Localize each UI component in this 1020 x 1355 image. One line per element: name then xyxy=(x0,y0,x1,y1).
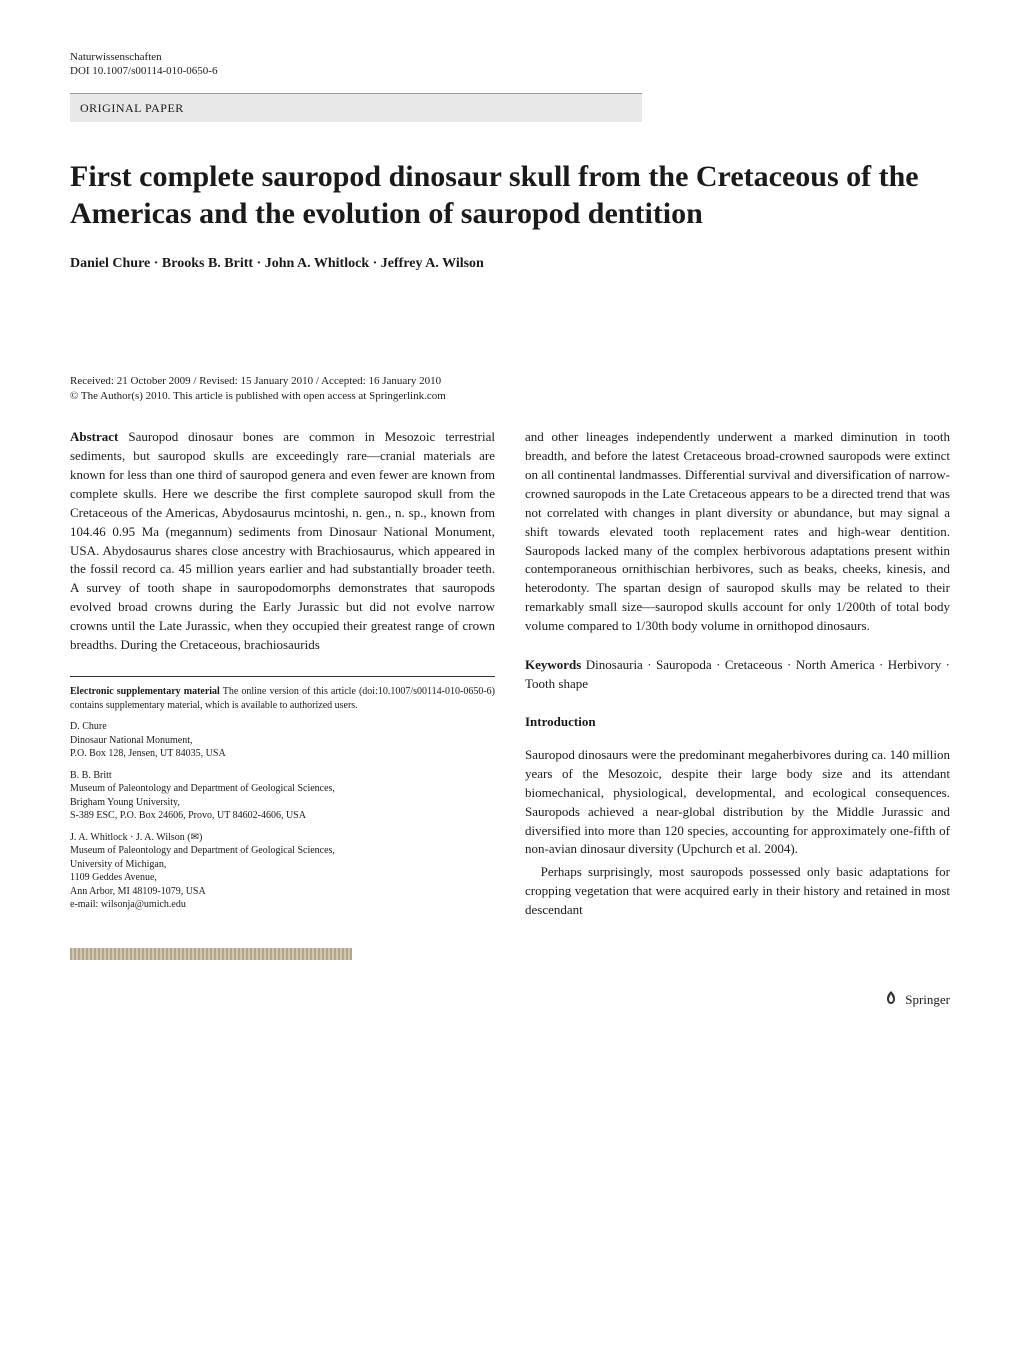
abstract-text-left: Sauropod dinosaur bones are common in Me… xyxy=(70,429,495,651)
footnote-block: Electronic supplementary material The on… xyxy=(70,685,495,912)
journal-doi: DOI 10.1007/s00114-010-0650-6 xyxy=(70,64,950,78)
keywords-block: Keywords Dinosauria · Sauropoda · Cretac… xyxy=(525,656,950,694)
affiliation-2: B. B. Britt Museum of Paleontology and D… xyxy=(70,769,495,823)
affiliation-3: J. A. Whitlock · J. A. Wilson (✉) Museum… xyxy=(70,831,495,912)
supplementary-label: Electronic supplementary material xyxy=(70,686,220,697)
journal-header: Naturwissenschaften DOI 10.1007/s00114-0… xyxy=(70,50,950,79)
dates-block: Received: 21 October 2009 / Revised: 15 … xyxy=(70,374,950,405)
introduction-p1: Sauropod dinosaurs were the predominant … xyxy=(525,746,950,859)
abstract-text-right: and other lineages independently underwe… xyxy=(525,428,950,635)
right-column: and other lineages independently underwe… xyxy=(525,428,950,919)
introduction-p2: Perhaps surprisingly, most sauropods pos… xyxy=(525,863,950,920)
publisher-footer: Springer xyxy=(70,990,950,1011)
introduction-heading: Introduction xyxy=(525,713,950,732)
affil-1-lines: Dinosaur National Monument, P.O. Box 128… xyxy=(70,734,495,761)
received-line: Received: 21 October 2009 / Revised: 15 … xyxy=(70,374,950,389)
affil-2-name: B. B. Britt xyxy=(70,769,495,783)
publisher-name: Springer xyxy=(905,991,950,1009)
two-column-body: Abstract Sauropod dinosaur bones are com… xyxy=(70,428,950,919)
keywords-text: Dinosauria · Sauropoda · Cretaceous · No… xyxy=(525,657,950,691)
authors-line: Daniel Chure · Brooks B. Britt · John A.… xyxy=(70,255,950,274)
left-column: Abstract Sauropod dinosaur bones are com… xyxy=(70,428,495,919)
affil-3-lines: Museum of Paleontology and Department of… xyxy=(70,844,495,912)
decorative-bottom-bar xyxy=(70,948,352,960)
left-lower-block: Electronic supplementary material The on… xyxy=(70,662,495,920)
section-label: ORIGINAL PAPER xyxy=(80,101,184,115)
affil-3-name: J. A. Whitlock · J. A. Wilson (✉) xyxy=(70,831,495,845)
abstract-label: Abstract xyxy=(70,429,118,444)
copyright-line: © The Author(s) 2010. This article is pu… xyxy=(70,389,950,404)
footnote-rule xyxy=(70,676,495,677)
keywords-label: Keywords xyxy=(525,657,581,672)
section-label-bar: ORIGINAL PAPER xyxy=(70,93,642,122)
paper-title: First complete sauropod dinosaur skull f… xyxy=(70,158,950,233)
journal-name: Naturwissenschaften xyxy=(70,50,950,64)
affiliation-1: D. Chure Dinosaur National Monument, P.O… xyxy=(70,720,495,761)
abstract-left: Abstract Sauropod dinosaur bones are com… xyxy=(70,428,495,654)
supplementary-block: Electronic supplementary material The on… xyxy=(70,685,495,712)
springer-logo-icon xyxy=(883,990,899,1011)
affil-2-lines: Museum of Paleontology and Department of… xyxy=(70,782,495,823)
affil-1-name: D. Chure xyxy=(70,720,495,734)
